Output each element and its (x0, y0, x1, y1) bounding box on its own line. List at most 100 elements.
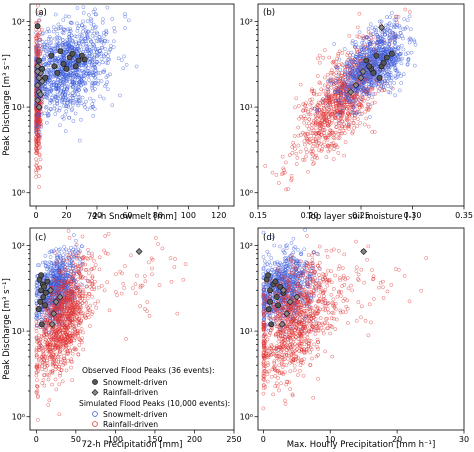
simulated-point (84, 41, 89, 46)
observed-snowmelt-point (51, 63, 58, 70)
simulated-point (41, 57, 46, 62)
simulated-point (90, 59, 94, 63)
simulated-point (36, 3, 40, 8)
simulated-point (53, 377, 58, 382)
simulated-point (331, 157, 336, 161)
x-tick-label: 20 (61, 211, 71, 220)
simulated-point (74, 89, 79, 94)
panel-a-frame (29, 3, 235, 207)
simulated-point (338, 67, 343, 72)
simulated-point (63, 129, 68, 134)
simulated-point (38, 52, 43, 57)
simulated-point (38, 43, 42, 48)
simulated-point (81, 10, 86, 15)
simulated-point (57, 251, 62, 256)
simulated-point (412, 63, 417, 68)
simulated-point (34, 174, 38, 179)
simulated-point (58, 36, 62, 41)
simulated-point (66, 91, 71, 96)
simulated-point (101, 96, 106, 101)
simulated-point (100, 45, 105, 50)
simulated-point (34, 123, 39, 128)
simulated-point (95, 46, 100, 51)
simulated-point (85, 107, 90, 112)
simulated-point (93, 12, 98, 17)
simulated-point (302, 139, 307, 144)
simulated-point (350, 131, 354, 136)
simulated-point (70, 21, 74, 25)
observed-snowmelt-point (63, 65, 70, 72)
simulated-point (85, 48, 90, 53)
simulated-point (75, 6, 80, 10)
simulated-point (97, 35, 102, 39)
simulated-point (49, 46, 54, 50)
observed-snowmelt-point (383, 54, 390, 61)
simulated-point (55, 100, 60, 105)
simulated-point (310, 97, 315, 102)
panel-a-points (34, 3, 139, 189)
simulated-point (94, 39, 99, 43)
simulated-point (327, 55, 332, 60)
simulated-point (97, 255, 102, 260)
simulated-point (83, 105, 87, 109)
simulated-point (93, 76, 97, 80)
simulated-point (106, 232, 111, 236)
simulated-point (51, 80, 56, 85)
simulated-point (41, 95, 46, 99)
simulated-point (321, 55, 326, 60)
simulated-point (77, 75, 82, 80)
y-tick-label: 10¹ (12, 103, 25, 112)
simulated-point (307, 140, 312, 145)
simulated-point (70, 91, 75, 95)
simulated-point (44, 104, 49, 109)
simulated-point (403, 7, 408, 12)
simulated-point (67, 235, 72, 240)
simulated-point (91, 9, 96, 14)
simulated-point (294, 162, 299, 166)
simulated-point (366, 96, 370, 101)
simulated-point (54, 27, 59, 32)
simulated-point (77, 138, 82, 143)
simulated-point (63, 112, 68, 117)
simulated-point (58, 26, 63, 31)
simulated-point (90, 105, 95, 110)
simulated-point (52, 106, 57, 111)
simulated-point (73, 75, 78, 80)
observed-snowmelt-point (57, 48, 64, 55)
simulated-point (43, 42, 47, 47)
simulated-point (74, 238, 78, 243)
simulated-point (93, 7, 97, 12)
simulated-point (67, 44, 72, 49)
simulated-point (413, 42, 418, 47)
simulated-point (305, 150, 309, 155)
y-tick-label: 10² (12, 17, 25, 26)
simulated-point (284, 187, 288, 192)
simulated-point (67, 115, 71, 120)
simulated-point (34, 329, 39, 334)
simulated-point (294, 96, 299, 101)
simulated-point (75, 26, 80, 30)
simulated-point (90, 84, 95, 88)
simulated-point (37, 153, 42, 158)
simulated-point (368, 115, 372, 119)
simulated-point (38, 13, 43, 18)
simulated-point (34, 55, 38, 60)
simulated-point (87, 78, 91, 82)
observed-snowmelt-point (36, 57, 42, 64)
simulated-point (90, 65, 95, 70)
simulated-point (70, 351, 75, 356)
simulated-point (407, 14, 412, 19)
simulated-point (78, 36, 83, 41)
simulated-point (322, 83, 327, 88)
simulated-point (98, 94, 102, 99)
simulated-point (393, 93, 397, 98)
simulated-point (296, 143, 301, 148)
simulated-point (91, 258, 96, 263)
simulated-point (370, 26, 375, 30)
simulated-point (290, 150, 295, 155)
simulated-point (37, 174, 41, 178)
simulated-point (80, 95, 85, 100)
simulated-point (80, 68, 84, 73)
simulated-point (37, 185, 41, 189)
simulated-point (401, 47, 406, 52)
